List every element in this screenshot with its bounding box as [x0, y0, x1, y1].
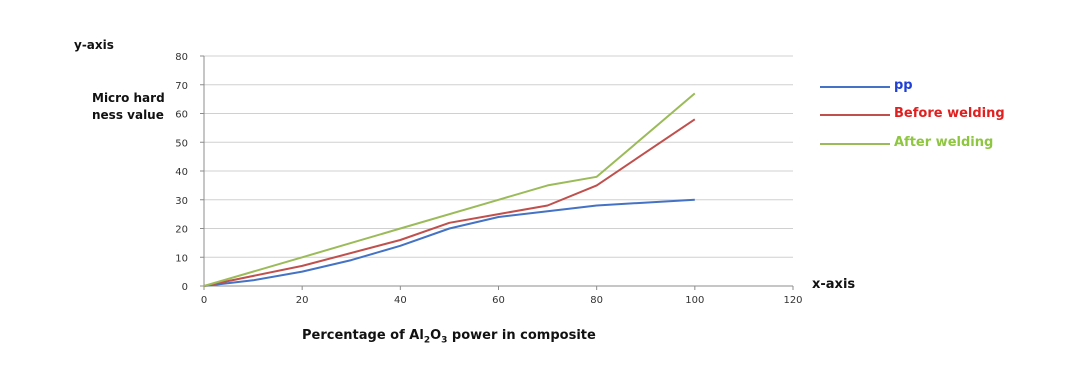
legend-label-pp: pp: [894, 78, 913, 93]
series-line-before-welding: [203, 118, 696, 287]
x-tick-label: 60: [492, 295, 505, 306]
x-title-sub2: 3: [441, 335, 448, 346]
y-tick-label: 0: [182, 282, 188, 293]
y-tick-label: 10: [175, 253, 188, 264]
y-tick-label: 60: [175, 110, 188, 121]
x-tick-label: 40: [394, 295, 407, 306]
x-tick-label: 20: [296, 295, 309, 306]
x-title-mid: O: [430, 328, 442, 343]
x-tick-label: 120: [783, 295, 802, 306]
y-tick-label: 20: [175, 225, 188, 236]
y-axis-title-line2: ness value: [92, 108, 164, 122]
x-axis-right-label: x-axis: [812, 277, 856, 292]
y-tick-label: 80: [175, 52, 188, 63]
y-tick-label: 30: [175, 196, 188, 207]
y-axis-top-label: y-axis: [74, 38, 114, 52]
legend-line-pp: [820, 86, 890, 88]
x-title-suffix: power in composite: [447, 328, 596, 343]
x-tick-label: 80: [590, 295, 603, 306]
series-line-pp: [203, 198, 695, 287]
x-tick-label: 100: [685, 295, 704, 306]
y-axis-title-line1: Micro hard: [92, 91, 165, 105]
x-axis-title: Percentage of Al2O3 power in composite: [302, 328, 596, 346]
x-tick-label: 0: [201, 295, 207, 306]
x-title-sub1: 2: [423, 335, 431, 346]
y-tick-label: 70: [175, 81, 188, 92]
y-tick-label: 50: [175, 138, 188, 149]
legend-line-before-welding: [820, 114, 890, 116]
legend-label-before-welding: Before welding: [894, 106, 1005, 121]
x-title-prefix: Percentage of Al: [302, 328, 424, 343]
legend-label-after-welding: After welding: [894, 135, 994, 150]
legend-line-after-welding: [820, 143, 890, 145]
y-axis-title: Micro hard ness value: [92, 90, 165, 124]
y-tick-label: 40: [175, 167, 188, 178]
series-line-after-welding: [203, 92, 696, 287]
